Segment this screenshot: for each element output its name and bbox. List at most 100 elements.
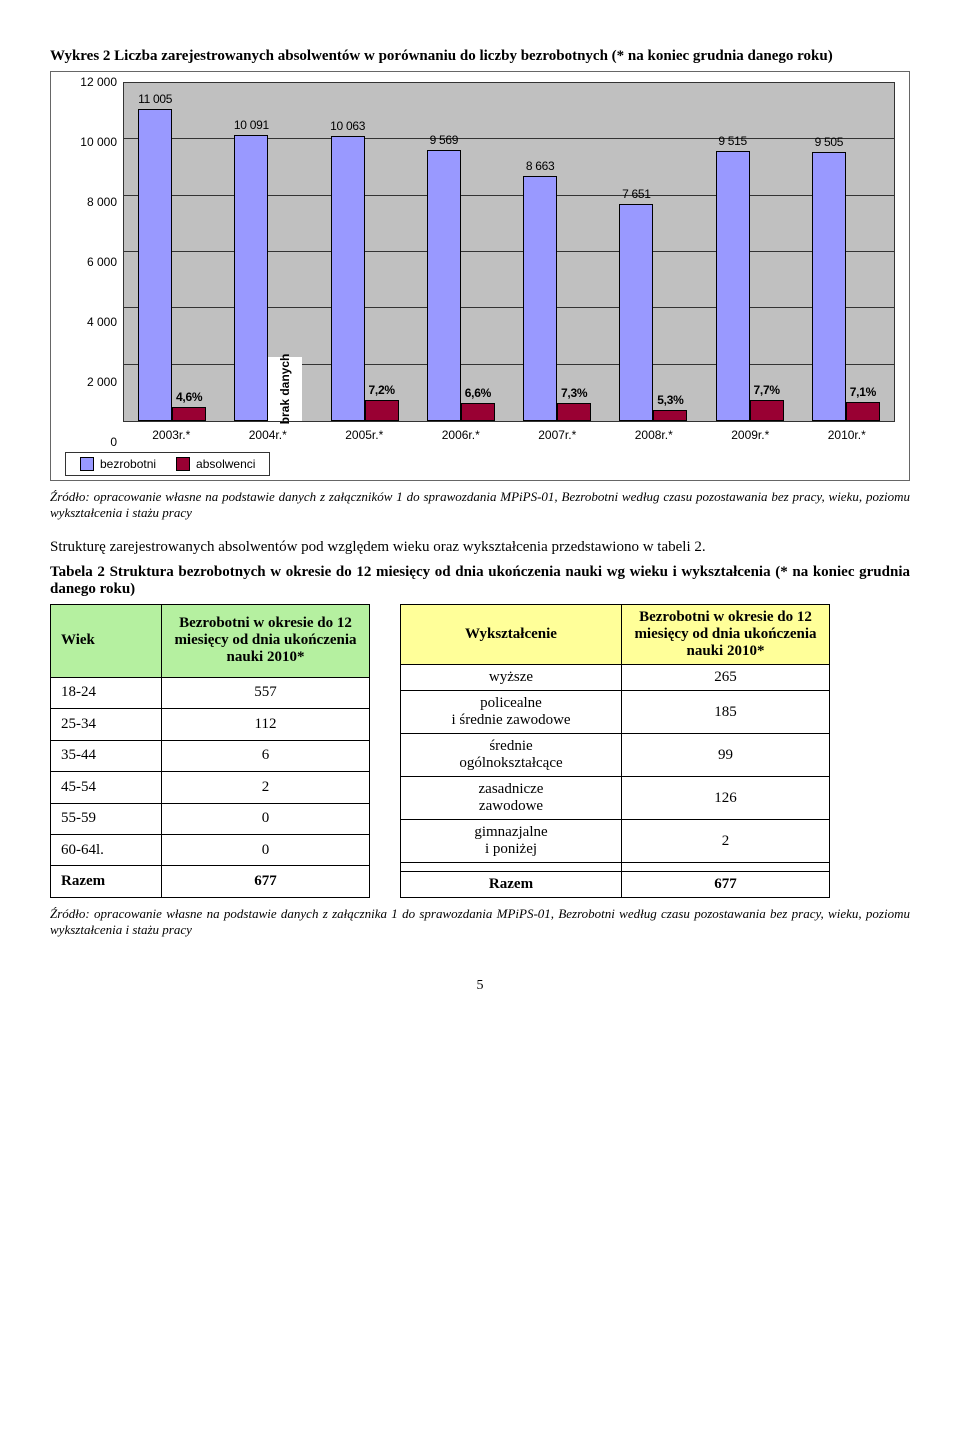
- legend-swatch: [176, 457, 190, 471]
- table-cell: [622, 863, 830, 872]
- table-source: Źródło: opracowanie własne na podstawie …: [50, 906, 910, 938]
- chart-xtick: 2004r.*: [220, 428, 317, 442]
- table-row: policealnei średnie zawodowe185: [401, 691, 830, 734]
- chart-xtick: 2003r.*: [123, 428, 220, 442]
- table-cell: 18-24: [51, 677, 162, 708]
- chart-xtick: 2008r.*: [606, 428, 703, 442]
- bar-bezrobotni: 9 515: [716, 151, 750, 421]
- chart-frame: 0 2 000 4 000 6 000 8 000 10 000 12 000 11 005…: [50, 71, 910, 481]
- chart-ytick: 2 000: [65, 375, 117, 389]
- bar-value-label: 7 651: [622, 187, 651, 201]
- chart-ytick: 4 000: [65, 315, 117, 329]
- table-cell: policealnei średnie zawodowe: [401, 691, 622, 734]
- bar-absolwenci: 5,3%: [653, 410, 687, 421]
- table-footer-row: Razem677: [401, 872, 830, 898]
- bar-pct-label: 6,6%: [465, 386, 491, 400]
- page-number: 5: [50, 978, 910, 994]
- bar-nodata-label: brak danych: [278, 354, 292, 425]
- table-cell: 0: [162, 803, 370, 834]
- legend-label: absolwenci: [196, 457, 255, 471]
- table-cell: 2: [162, 772, 370, 803]
- chart-yaxis: 02 0004 0006 0008 00010 00012 000: [65, 82, 117, 442]
- table-cell: [401, 863, 622, 872]
- table-footer-cell: 677: [622, 872, 830, 898]
- table-row: 45-542: [51, 772, 370, 803]
- chart-xtick: 2010r.*: [799, 428, 896, 442]
- tables-row: WiekBezrobotni w okresie do 12 miesięcy …: [50, 604, 910, 898]
- chart-column: 10 0637,2%: [317, 83, 413, 421]
- bar-pct-label: 7,1%: [850, 385, 876, 399]
- bar-bezrobotni: 11 005: [138, 109, 172, 421]
- chart-ytick: 8 000: [65, 195, 117, 209]
- table-cell: 35-44: [51, 740, 162, 771]
- table-cell: zasadniczezawodowe: [401, 777, 622, 820]
- chart-column: 7 6515,3%: [605, 83, 701, 421]
- table-row: zasadniczezawodowe126: [401, 777, 830, 820]
- chart-xtick: 2009r.*: [702, 428, 799, 442]
- bar-bezrobotni: 10 063: [331, 136, 365, 421]
- table-cell: 55-59: [51, 803, 162, 834]
- chart-xtick: 2007r.*: [509, 428, 606, 442]
- table-header-cell: Wiek: [51, 605, 162, 678]
- bar-value-label: 9 505: [815, 135, 844, 149]
- table-footer-row: Razem677: [51, 866, 370, 898]
- chart-ytick: 10 000: [65, 135, 117, 149]
- bar-absolwenci: 7,3%: [557, 403, 591, 421]
- bar-absolwenci: brak danych: [268, 357, 302, 421]
- chart-column: 10 091 brak danych: [220, 83, 316, 421]
- table-cell: 557: [162, 677, 370, 708]
- chart-ytick: 6 000: [65, 255, 117, 269]
- chart-ytick: 0: [65, 435, 117, 449]
- bar-pct-label: 7,2%: [369, 383, 395, 397]
- bar-pct-label: 4,6%: [176, 390, 202, 404]
- table-row: średnieogólnokształcące99: [401, 734, 830, 777]
- table-cell: średnieogólnokształcące: [401, 734, 622, 777]
- chart-column: 9 5157,7%: [702, 83, 798, 421]
- bar-pct-label: 7,7%: [754, 383, 780, 397]
- bar-absolwenci: 6,6%: [461, 403, 495, 421]
- bar-absolwenci: 7,2%: [365, 400, 399, 421]
- table-cell: 0: [162, 834, 370, 865]
- table-age: WiekBezrobotni w okresie do 12 miesięcy …: [50, 604, 370, 898]
- table-row: 35-446: [51, 740, 370, 771]
- table-footer-cell: 677: [162, 866, 370, 898]
- body-paragraph: Strukturę zarejestrowanych absolwentów p…: [50, 539, 910, 556]
- table-cell: 99: [622, 734, 830, 777]
- table-cell: 60-64l.: [51, 834, 162, 865]
- table-title: Tabela 2 Struktura bezrobotnych w okresi…: [50, 564, 910, 598]
- table-row: 25-34112: [51, 709, 370, 740]
- table-row: 55-590: [51, 803, 370, 834]
- bar-bezrobotni: 7 651: [619, 204, 653, 421]
- table-header-cell: Bezrobotni w okresie do 12 miesięcy od d…: [162, 605, 370, 678]
- bar-value-label: 8 663: [526, 159, 555, 173]
- table-cell: 45-54: [51, 772, 162, 803]
- bar-value-label: 11 005: [138, 92, 172, 106]
- chart-column: 9 5057,1%: [798, 83, 894, 421]
- table-row: wyższe265: [401, 665, 830, 691]
- bar-pct-label: 5,3%: [657, 393, 683, 407]
- table-cell: 2: [622, 820, 830, 863]
- chart-column: 11 0054,6%: [124, 83, 220, 421]
- chart-xtick: 2005r.*: [316, 428, 413, 442]
- table-cell: 126: [622, 777, 830, 820]
- chart-xtick: 2006r.*: [413, 428, 510, 442]
- bar-absolwenci: 7,7%: [750, 400, 784, 421]
- table-cell: 25-34: [51, 709, 162, 740]
- bar-value-label: 10 063: [330, 119, 365, 133]
- chart-xaxis: 2003r.*2004r.*2005r.*2006r.*2007r.*2008r…: [123, 428, 895, 442]
- bar-value-label: 10 091: [234, 118, 269, 132]
- bar-absolwenci: 4,6%: [172, 407, 206, 421]
- table-row: [401, 863, 830, 872]
- bar-bezrobotni: 9 569: [427, 150, 461, 421]
- chart-ytick: 12 000: [65, 75, 117, 89]
- bar-value-label: 9 569: [430, 133, 459, 147]
- legend-label: bezrobotni: [100, 457, 156, 471]
- bar-bezrobotni: 9 505: [812, 152, 846, 421]
- bar-absolwenci: 7,1%: [846, 402, 880, 421]
- legend-item: bezrobotni: [80, 457, 156, 471]
- table-header-cell: Bezrobotni w okresie do 12 miesięcy od d…: [622, 605, 830, 665]
- table-cell: 112: [162, 709, 370, 740]
- table-cell: wyższe: [401, 665, 622, 691]
- table-education: WykształcenieBezrobotni w okresie do 12 …: [400, 604, 830, 898]
- table-row: 18-24557: [51, 677, 370, 708]
